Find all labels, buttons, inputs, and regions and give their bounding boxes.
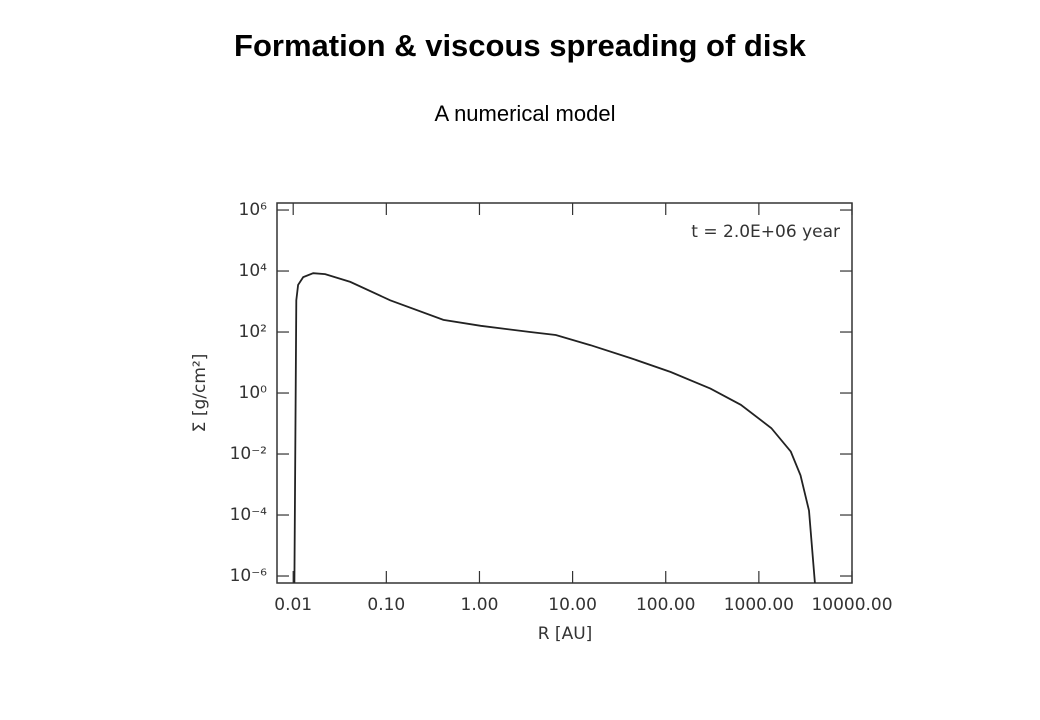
- x-tick-label: 10.00: [548, 595, 597, 615]
- x-tick-label: 100.00: [636, 595, 695, 615]
- y-tick-label: 10⁰: [239, 383, 268, 403]
- annotation: t = 2.0E+06 year: [691, 222, 840, 242]
- plot-frame: [276, 202, 853, 584]
- y-tick-label: 10⁶: [239, 200, 268, 220]
- x-tick-label: 0.10: [367, 595, 405, 615]
- x-axis-label: R [AU]: [538, 624, 593, 644]
- x-tick-label: 1000.00: [724, 595, 794, 615]
- y-tick-label: 10²: [239, 322, 267, 342]
- x-tick-label: 0.01: [274, 595, 312, 615]
- y-tick-label: 10⁴: [239, 261, 268, 281]
- x-tick-label: 1.00: [461, 595, 499, 615]
- y-tick-label: 10⁻⁶: [230, 566, 268, 586]
- slide-title: Formation & viscous spreading of disk: [234, 28, 807, 63]
- curve: [293, 272, 816, 583]
- y-tick-label: 10⁻⁴: [230, 505, 268, 525]
- y-tick-label: 10⁻²: [230, 444, 267, 464]
- x-tick-label: 10000.00: [811, 595, 892, 615]
- slide-subtitle: A numerical model: [435, 101, 616, 126]
- y-axis-label: Σ [g/cm²]: [190, 354, 210, 433]
